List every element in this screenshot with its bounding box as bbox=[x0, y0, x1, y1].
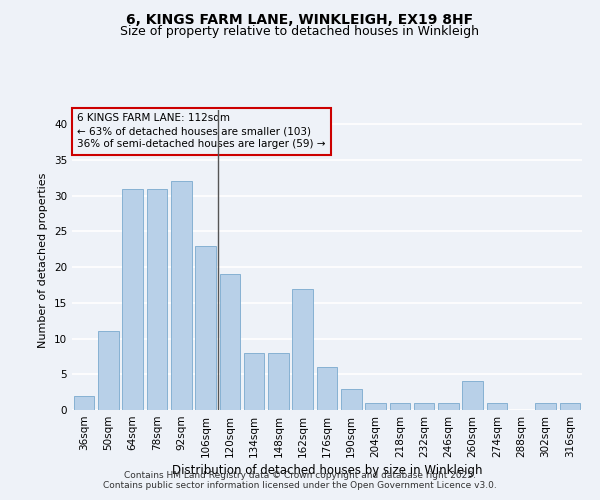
Bar bbox=[389, 403, 410, 410]
Bar bbox=[146, 188, 167, 410]
Bar bbox=[414, 403, 434, 410]
Bar bbox=[195, 246, 216, 410]
Text: Size of property relative to detached houses in Winkleigh: Size of property relative to detached ho… bbox=[121, 25, 479, 38]
Bar bbox=[74, 396, 94, 410]
Text: 6, KINGS FARM LANE, WINKLEIGH, EX19 8HF: 6, KINGS FARM LANE, WINKLEIGH, EX19 8HF bbox=[127, 12, 473, 26]
Bar bbox=[268, 353, 289, 410]
Bar bbox=[171, 182, 191, 410]
Text: Contains HM Land Registry data © Crown copyright and database right 2025.
Contai: Contains HM Land Registry data © Crown c… bbox=[103, 470, 497, 490]
Bar bbox=[341, 388, 362, 410]
Bar bbox=[487, 403, 508, 410]
Bar bbox=[463, 382, 483, 410]
Y-axis label: Number of detached properties: Number of detached properties bbox=[38, 172, 49, 348]
Bar bbox=[292, 288, 313, 410]
Bar bbox=[317, 367, 337, 410]
Bar bbox=[535, 403, 556, 410]
Bar bbox=[122, 188, 143, 410]
Bar bbox=[365, 403, 386, 410]
X-axis label: Distribution of detached houses by size in Winkleigh: Distribution of detached houses by size … bbox=[172, 464, 482, 477]
Bar bbox=[244, 353, 265, 410]
Bar bbox=[98, 332, 119, 410]
Bar bbox=[438, 403, 459, 410]
Bar bbox=[220, 274, 240, 410]
Text: 6 KINGS FARM LANE: 112sqm
← 63% of detached houses are smaller (103)
36% of semi: 6 KINGS FARM LANE: 112sqm ← 63% of detac… bbox=[77, 113, 326, 150]
Bar bbox=[560, 403, 580, 410]
